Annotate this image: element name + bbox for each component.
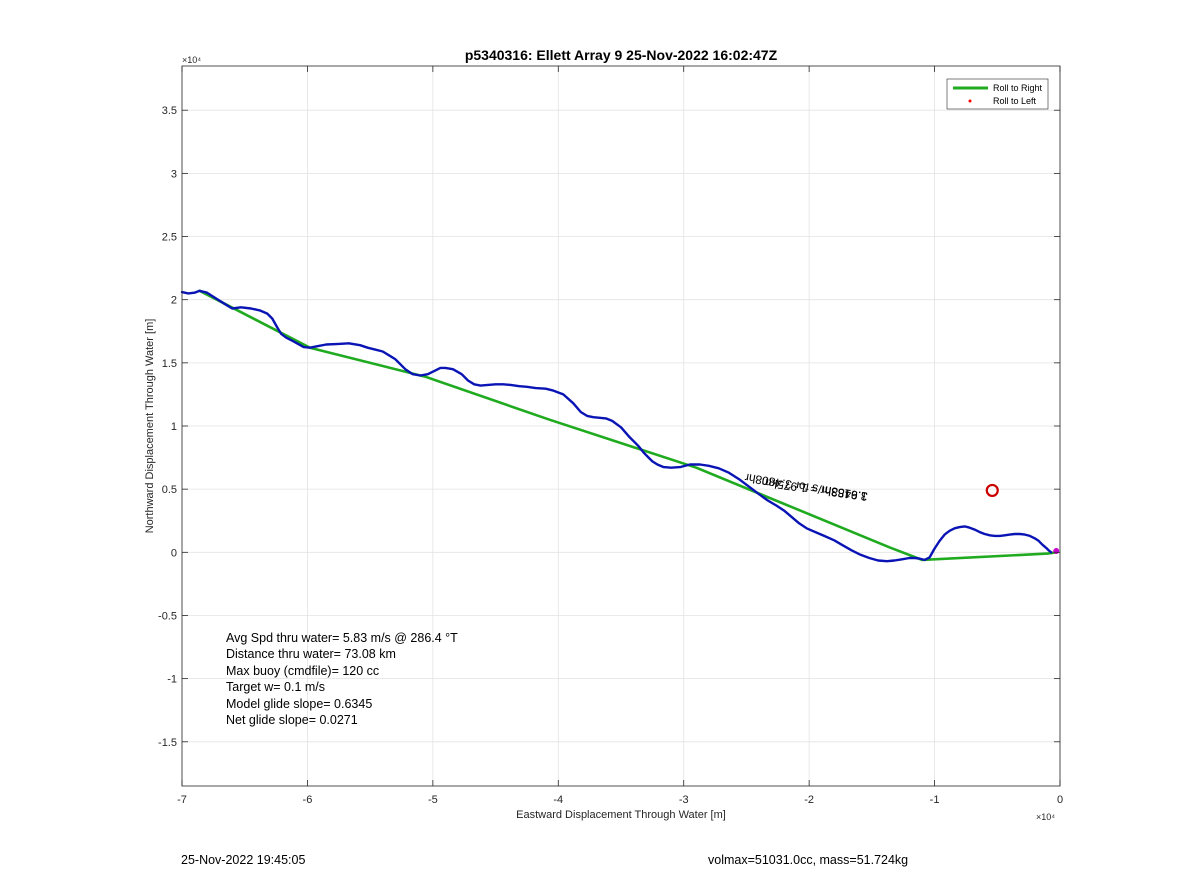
stats-block: Avg Spd thru water= 5.83 m/s @ 286.4 °T … — [226, 630, 458, 728]
y-tick-label: 3 — [171, 168, 177, 180]
x-exponent-label: ×10⁴ — [1036, 812, 1055, 822]
x-tick-label: -2 — [804, 794, 814, 806]
legend-label-roll-left: Roll to Left — [993, 96, 1037, 106]
legend: Roll to Right Roll to Left — [946, 78, 1049, 110]
footer-timestamp: 25-Nov-2022 19:45:05 — [181, 853, 306, 867]
x-axis-label: Eastward Displacement Through Water [m] — [516, 809, 726, 821]
x-tick-label: -3 — [679, 794, 689, 806]
marker-circle — [985, 483, 999, 498]
y-exponent-label: ×10⁴ — [182, 55, 201, 65]
stat-target-w: Target w= 0.1 m/s — [226, 680, 325, 695]
y-tick-label: 0 — [171, 547, 177, 559]
y-tick-label: 1 — [171, 421, 177, 433]
y-tick-label: -1.5 — [158, 737, 177, 749]
stat-max-buoy: Max buoy (cmdfile)= 120 cc — [226, 663, 380, 678]
y-tick-label: 2 — [171, 295, 177, 307]
x-tick-label: 0 — [1057, 794, 1063, 806]
stat-distance: Distance thru water= 73.08 km — [226, 647, 396, 662]
legend-swatch-roll-left — [968, 99, 972, 103]
x-tick-label: -4 — [553, 794, 563, 806]
y-tick-label: -1 — [167, 674, 177, 686]
y-tick-label: 3.5 — [162, 105, 177, 117]
series-line-1 — [180, 289, 1053, 563]
x-tick-label: -6 — [303, 794, 313, 806]
annotation-text: 3.6153m/s for 3.4808hr — [744, 471, 869, 504]
y-axis-label: Northward Displacement Through Water [m] — [144, 319, 156, 534]
stat-net-glide-slope: Net glide slope= 0.0271 — [226, 713, 358, 728]
x-tick-label: -7 — [177, 794, 187, 806]
stat-avg-speed: Avg Spd thru water= 5.83 m/s @ 286.4 °T — [226, 631, 458, 645]
x-tick-label: -1 — [930, 794, 940, 806]
marker-dot — [1053, 548, 1060, 555]
y-tick-label: -0.5 — [158, 610, 177, 622]
legend-box — [946, 78, 1049, 110]
legend-label-roll-right: Roll to Right — [993, 83, 1043, 93]
marker-layer — [985, 483, 1060, 555]
y-tick-label: 0.5 — [162, 484, 177, 496]
series-line-0 — [198, 289, 1058, 562]
chart-title: p5340316: Ellett Array 9 25-Nov-2022 16:… — [465, 47, 778, 63]
y-tick-label: 2.5 — [162, 232, 177, 244]
y-tick-label: 1.5 — [162, 358, 177, 370]
footer-volmax-mass: volmax=51031.0cc, mass=51.724kg — [708, 853, 909, 867]
stat-model-glide-slope: Model glide slope= 0.6345 — [226, 696, 373, 711]
series-layer — [180, 289, 1058, 563]
axis-ticks: -7 -6 -5 -4 -3 -2 -1 0 -1.5 -1 -0.5 0 0.5 1 1.5 2 2.5 3 3.… — [158, 66, 1063, 806]
x-tick-label: -5 — [428, 794, 438, 806]
